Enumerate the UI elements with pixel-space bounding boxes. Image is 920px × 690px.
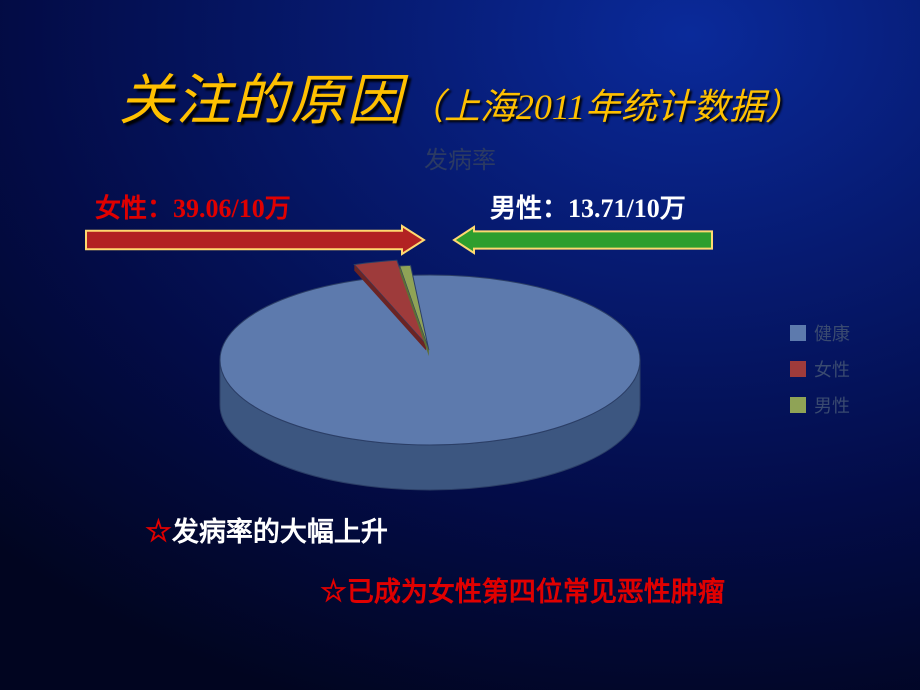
legend: 健康 女性 男性: [790, 320, 850, 428]
legend-item: 健康: [790, 320, 850, 346]
legend-label: 男性: [814, 392, 850, 418]
legend-swatch: [790, 397, 806, 413]
title-sub: （上海2011年统计数据）: [408, 87, 801, 127]
note-2-text: 已成为女性第四位常见恶性肿瘤: [347, 577, 725, 607]
chart-title: 发病率: [0, 140, 920, 175]
female-prefix: 女性：: [95, 194, 173, 223]
star-icon: ☆: [320, 575, 347, 608]
legend-swatch: [790, 325, 806, 341]
legend-label: 健康: [814, 320, 850, 346]
arrow-female: [84, 220, 444, 260]
title-main: 关注的原因: [119, 70, 404, 131]
legend-swatch: [790, 361, 806, 377]
star-icon: ☆: [145, 515, 172, 548]
legend-item: 男性: [790, 392, 850, 418]
arrow-male: [452, 220, 732, 260]
note-1: ☆发病率的大幅上升: [145, 510, 388, 549]
legend-label: 女性: [814, 356, 850, 382]
note-2: ☆已成为女性第四位常见恶性肿瘤: [320, 570, 725, 609]
legend-item: 女性: [790, 356, 850, 382]
note-1-text: 发病率的大幅上升: [172, 517, 388, 547]
slide-title: 关注的原因 （上海2011年统计数据）: [0, 55, 920, 135]
